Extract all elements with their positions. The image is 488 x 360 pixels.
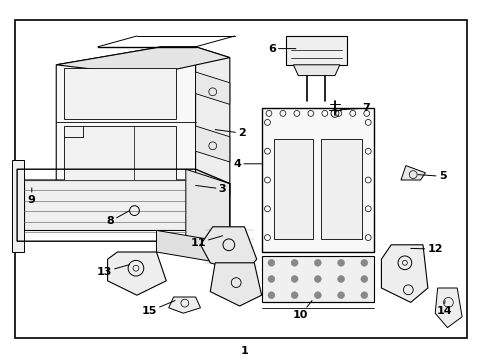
Polygon shape [195, 72, 229, 104]
Circle shape [337, 259, 344, 266]
Polygon shape [381, 245, 427, 302]
Polygon shape [293, 65, 339, 76]
Polygon shape [185, 169, 229, 252]
Text: 3: 3 [195, 184, 226, 194]
Text: 10: 10 [292, 301, 311, 320]
Polygon shape [24, 180, 185, 230]
Text: 14: 14 [435, 301, 451, 316]
Polygon shape [285, 36, 346, 65]
Polygon shape [63, 126, 176, 180]
Text: 2: 2 [215, 128, 245, 138]
Polygon shape [24, 180, 220, 230]
Circle shape [290, 292, 297, 299]
Circle shape [267, 275, 274, 283]
Text: 11: 11 [190, 236, 222, 248]
Polygon shape [434, 288, 461, 328]
Polygon shape [261, 256, 373, 302]
Polygon shape [210, 263, 261, 306]
Text: 6: 6 [267, 44, 295, 54]
Polygon shape [261, 108, 373, 252]
Bar [15, 20, 466, 338]
Text: 7: 7 [339, 103, 369, 113]
Circle shape [267, 292, 274, 299]
Text: 13: 13 [96, 265, 129, 277]
Polygon shape [273, 139, 312, 239]
Text: 9: 9 [28, 188, 36, 205]
Polygon shape [56, 47, 229, 76]
Polygon shape [56, 47, 195, 202]
Polygon shape [168, 297, 200, 313]
Circle shape [314, 259, 321, 266]
Polygon shape [156, 230, 220, 263]
Circle shape [360, 292, 367, 299]
Circle shape [360, 259, 367, 266]
Circle shape [360, 275, 367, 283]
Text: 1: 1 [240, 346, 248, 356]
Text: 8: 8 [106, 211, 129, 226]
Text: 5: 5 [417, 171, 446, 181]
Polygon shape [12, 160, 24, 252]
Circle shape [267, 259, 274, 266]
Polygon shape [195, 126, 229, 162]
Polygon shape [107, 252, 166, 295]
Circle shape [337, 292, 344, 299]
Circle shape [314, 275, 321, 283]
Circle shape [314, 292, 321, 299]
Text: 15: 15 [141, 301, 175, 316]
Text: 4: 4 [233, 159, 261, 169]
Circle shape [337, 275, 344, 283]
Polygon shape [63, 68, 176, 119]
Polygon shape [195, 47, 229, 194]
Polygon shape [200, 227, 256, 274]
Polygon shape [400, 166, 425, 180]
Polygon shape [321, 139, 361, 239]
Circle shape [290, 275, 297, 283]
Text: 12: 12 [410, 244, 442, 254]
Circle shape [290, 259, 297, 266]
